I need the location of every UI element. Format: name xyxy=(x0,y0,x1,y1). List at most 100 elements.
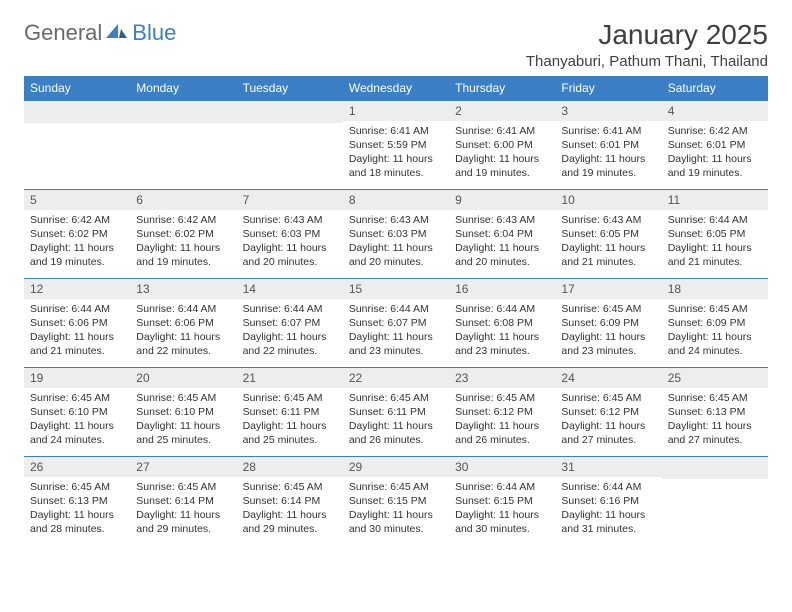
day-info: Sunrise: 6:45 AMSunset: 6:15 PMDaylight:… xyxy=(343,477,449,543)
day-info: Sunrise: 6:44 AMSunset: 6:07 PMDaylight:… xyxy=(237,299,343,365)
day-info: Sunrise: 6:45 AMSunset: 6:13 PMDaylight:… xyxy=(24,477,130,543)
day-info: Sunrise: 6:42 AMSunset: 6:01 PMDaylight:… xyxy=(662,121,768,187)
weekday-header: Thursday xyxy=(449,76,555,101)
calendar-day-cell: 18Sunrise: 6:45 AMSunset: 6:09 PMDayligh… xyxy=(662,278,768,367)
calendar-day-cell: 22Sunrise: 6:45 AMSunset: 6:11 PMDayligh… xyxy=(343,367,449,456)
weekday-header-row: SundayMondayTuesdayWednesdayThursdayFrid… xyxy=(24,76,768,101)
day-info: Sunrise: 6:43 AMSunset: 6:03 PMDaylight:… xyxy=(237,210,343,276)
day-number: 25 xyxy=(662,368,768,388)
day-number: 22 xyxy=(343,368,449,388)
calendar-day-cell: 2Sunrise: 6:41 AMSunset: 6:00 PMDaylight… xyxy=(449,100,555,189)
day-number: 2 xyxy=(449,101,555,121)
day-number: 27 xyxy=(130,457,236,477)
calendar-day-cell: 25Sunrise: 6:45 AMSunset: 6:13 PMDayligh… xyxy=(662,367,768,456)
day-info-empty xyxy=(662,479,768,504)
calendar-day-cell: 30Sunrise: 6:44 AMSunset: 6:15 PMDayligh… xyxy=(449,456,555,545)
calendar-day-cell: 3Sunrise: 6:41 AMSunset: 6:01 PMDaylight… xyxy=(555,100,661,189)
day-number-empty xyxy=(24,101,130,123)
calendar-day-cell: 16Sunrise: 6:44 AMSunset: 6:08 PMDayligh… xyxy=(449,278,555,367)
day-number: 4 xyxy=(662,101,768,121)
calendar-day-cell: 15Sunrise: 6:44 AMSunset: 6:07 PMDayligh… xyxy=(343,278,449,367)
day-info: Sunrise: 6:42 AMSunset: 6:02 PMDaylight:… xyxy=(130,210,236,276)
day-info: Sunrise: 6:44 AMSunset: 6:05 PMDaylight:… xyxy=(662,210,768,276)
day-number: 29 xyxy=(343,457,449,477)
day-number: 10 xyxy=(555,190,661,210)
calendar-day-cell: 24Sunrise: 6:45 AMSunset: 6:12 PMDayligh… xyxy=(555,367,661,456)
day-number: 9 xyxy=(449,190,555,210)
calendar-day-cell: 9Sunrise: 6:43 AMSunset: 6:04 PMDaylight… xyxy=(449,189,555,278)
logo-text-blue: Blue xyxy=(132,20,176,46)
calendar-day-cell: 26Sunrise: 6:45 AMSunset: 6:13 PMDayligh… xyxy=(24,456,130,545)
day-number: 24 xyxy=(555,368,661,388)
day-number-empty xyxy=(130,101,236,123)
day-number-empty xyxy=(237,101,343,123)
calendar-day-cell: 1Sunrise: 6:41 AMSunset: 5:59 PMDaylight… xyxy=(343,100,449,189)
day-info-empty xyxy=(24,123,130,148)
calendar-day-cell: 23Sunrise: 6:45 AMSunset: 6:12 PMDayligh… xyxy=(449,367,555,456)
day-number: 19 xyxy=(24,368,130,388)
calendar-day-cell xyxy=(130,100,236,189)
calendar-day-cell xyxy=(662,456,768,545)
day-info: Sunrise: 6:45 AMSunset: 6:11 PMDaylight:… xyxy=(237,388,343,454)
day-info: Sunrise: 6:45 AMSunset: 6:09 PMDaylight:… xyxy=(555,299,661,365)
calendar-day-cell: 5Sunrise: 6:42 AMSunset: 6:02 PMDaylight… xyxy=(24,189,130,278)
logo-text-general: General xyxy=(24,20,102,46)
calendar-table: SundayMondayTuesdayWednesdayThursdayFrid… xyxy=(24,76,768,545)
location-text: Thanyaburi, Pathum Thani, Thailand xyxy=(526,53,768,70)
calendar-day-cell: 8Sunrise: 6:43 AMSunset: 6:03 PMDaylight… xyxy=(343,189,449,278)
calendar-day-cell: 7Sunrise: 6:43 AMSunset: 6:03 PMDaylight… xyxy=(237,189,343,278)
page-title: January 2025 xyxy=(526,20,768,51)
day-number: 30 xyxy=(449,457,555,477)
day-info: Sunrise: 6:44 AMSunset: 6:07 PMDaylight:… xyxy=(343,299,449,365)
day-info: Sunrise: 6:45 AMSunset: 6:11 PMDaylight:… xyxy=(343,388,449,454)
calendar-day-cell: 20Sunrise: 6:45 AMSunset: 6:10 PMDayligh… xyxy=(130,367,236,456)
day-info: Sunrise: 6:44 AMSunset: 6:06 PMDaylight:… xyxy=(130,299,236,365)
calendar-day-cell: 13Sunrise: 6:44 AMSunset: 6:06 PMDayligh… xyxy=(130,278,236,367)
day-info: Sunrise: 6:41 AMSunset: 6:00 PMDaylight:… xyxy=(449,121,555,187)
weekday-header: Sunday xyxy=(24,76,130,101)
day-info: Sunrise: 6:45 AMSunset: 6:13 PMDaylight:… xyxy=(662,388,768,454)
day-number: 26 xyxy=(24,457,130,477)
weekday-header: Saturday xyxy=(662,76,768,101)
day-info: Sunrise: 6:45 AMSunset: 6:14 PMDaylight:… xyxy=(237,477,343,543)
calendar-week-row: 26Sunrise: 6:45 AMSunset: 6:13 PMDayligh… xyxy=(24,456,768,545)
calendar-week-row: 12Sunrise: 6:44 AMSunset: 6:06 PMDayligh… xyxy=(24,278,768,367)
day-number: 8 xyxy=(343,190,449,210)
day-number: 3 xyxy=(555,101,661,121)
weekday-header: Friday xyxy=(555,76,661,101)
day-info-empty xyxy=(130,123,236,148)
day-number-empty xyxy=(662,457,768,479)
calendar-day-cell: 12Sunrise: 6:44 AMSunset: 6:06 PMDayligh… xyxy=(24,278,130,367)
day-number: 18 xyxy=(662,279,768,299)
day-number: 31 xyxy=(555,457,661,477)
calendar-day-cell: 31Sunrise: 6:44 AMSunset: 6:16 PMDayligh… xyxy=(555,456,661,545)
logo: General Blue xyxy=(24,20,176,46)
day-number: 11 xyxy=(662,190,768,210)
day-info: Sunrise: 6:44 AMSunset: 6:16 PMDaylight:… xyxy=(555,477,661,543)
calendar-day-cell: 17Sunrise: 6:45 AMSunset: 6:09 PMDayligh… xyxy=(555,278,661,367)
calendar-week-row: 1Sunrise: 6:41 AMSunset: 5:59 PMDaylight… xyxy=(24,100,768,189)
day-number: 16 xyxy=(449,279,555,299)
day-number: 23 xyxy=(449,368,555,388)
day-info: Sunrise: 6:44 AMSunset: 6:15 PMDaylight:… xyxy=(449,477,555,543)
day-number: 1 xyxy=(343,101,449,121)
weekday-header: Tuesday xyxy=(237,76,343,101)
calendar-day-cell: 27Sunrise: 6:45 AMSunset: 6:14 PMDayligh… xyxy=(130,456,236,545)
title-block: January 2025 Thanyaburi, Pathum Thani, T… xyxy=(526,20,768,70)
calendar-day-cell: 6Sunrise: 6:42 AMSunset: 6:02 PMDaylight… xyxy=(130,189,236,278)
calendar-day-cell xyxy=(24,100,130,189)
calendar-day-cell: 19Sunrise: 6:45 AMSunset: 6:10 PMDayligh… xyxy=(24,367,130,456)
day-number: 28 xyxy=(237,457,343,477)
day-info: Sunrise: 6:41 AMSunset: 5:59 PMDaylight:… xyxy=(343,121,449,187)
day-number: 13 xyxy=(130,279,236,299)
day-number: 17 xyxy=(555,279,661,299)
day-info-empty xyxy=(237,123,343,148)
calendar-day-cell: 10Sunrise: 6:43 AMSunset: 6:05 PMDayligh… xyxy=(555,189,661,278)
day-number: 5 xyxy=(24,190,130,210)
day-info: Sunrise: 6:44 AMSunset: 6:06 PMDaylight:… xyxy=(24,299,130,365)
day-number: 21 xyxy=(237,368,343,388)
weekday-header: Monday xyxy=(130,76,236,101)
day-info: Sunrise: 6:43 AMSunset: 6:03 PMDaylight:… xyxy=(343,210,449,276)
calendar-day-cell: 21Sunrise: 6:45 AMSunset: 6:11 PMDayligh… xyxy=(237,367,343,456)
day-number: 12 xyxy=(24,279,130,299)
